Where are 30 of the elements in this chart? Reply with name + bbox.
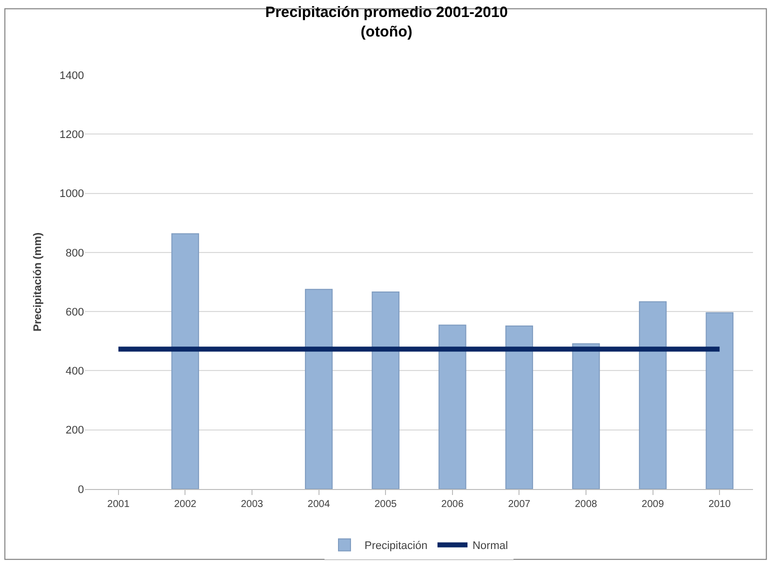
y-tick-label: 800 <box>66 247 84 260</box>
y-tick-label: 1000 <box>60 188 84 200</box>
y-tick-label: 200 <box>66 424 84 437</box>
y-tick-label: 0 <box>78 484 84 496</box>
bar <box>171 233 200 489</box>
x-tick-label: 2004 <box>308 499 330 510</box>
bar <box>505 326 534 489</box>
bar <box>638 301 667 489</box>
legend-label: Precipitación <box>364 540 428 552</box>
y-tick-label: 600 <box>66 306 84 318</box>
x-tick-label: 2001 <box>107 499 130 510</box>
x-tick-label: 2002 <box>174 499 197 510</box>
y-axis-title: Precipitación (mm) <box>32 232 44 332</box>
x-tick-label: 2005 <box>374 499 398 510</box>
x-tick-label: 2007 <box>508 499 531 510</box>
bar <box>572 343 600 489</box>
x-tick-label: 2006 <box>441 499 464 510</box>
legend-label: Normal <box>472 540 508 552</box>
y-tick-label: 1400 <box>60 70 84 82</box>
bar <box>706 312 734 489</box>
bar <box>372 292 400 489</box>
bar <box>438 324 466 489</box>
y-tick-label: 400 <box>66 366 84 378</box>
y-tick-label: 1200 <box>60 128 84 141</box>
x-tick-label: 2010 <box>708 499 732 510</box>
x-tick-label: 2003 <box>240 499 264 510</box>
x-tick-label: 2008 <box>574 499 598 510</box>
x-tick-label: 2009 <box>642 499 664 510</box>
bar <box>304 288 333 489</box>
chart-title: Precipitación promedio 2001-2010 (otoño) <box>265 4 508 41</box>
